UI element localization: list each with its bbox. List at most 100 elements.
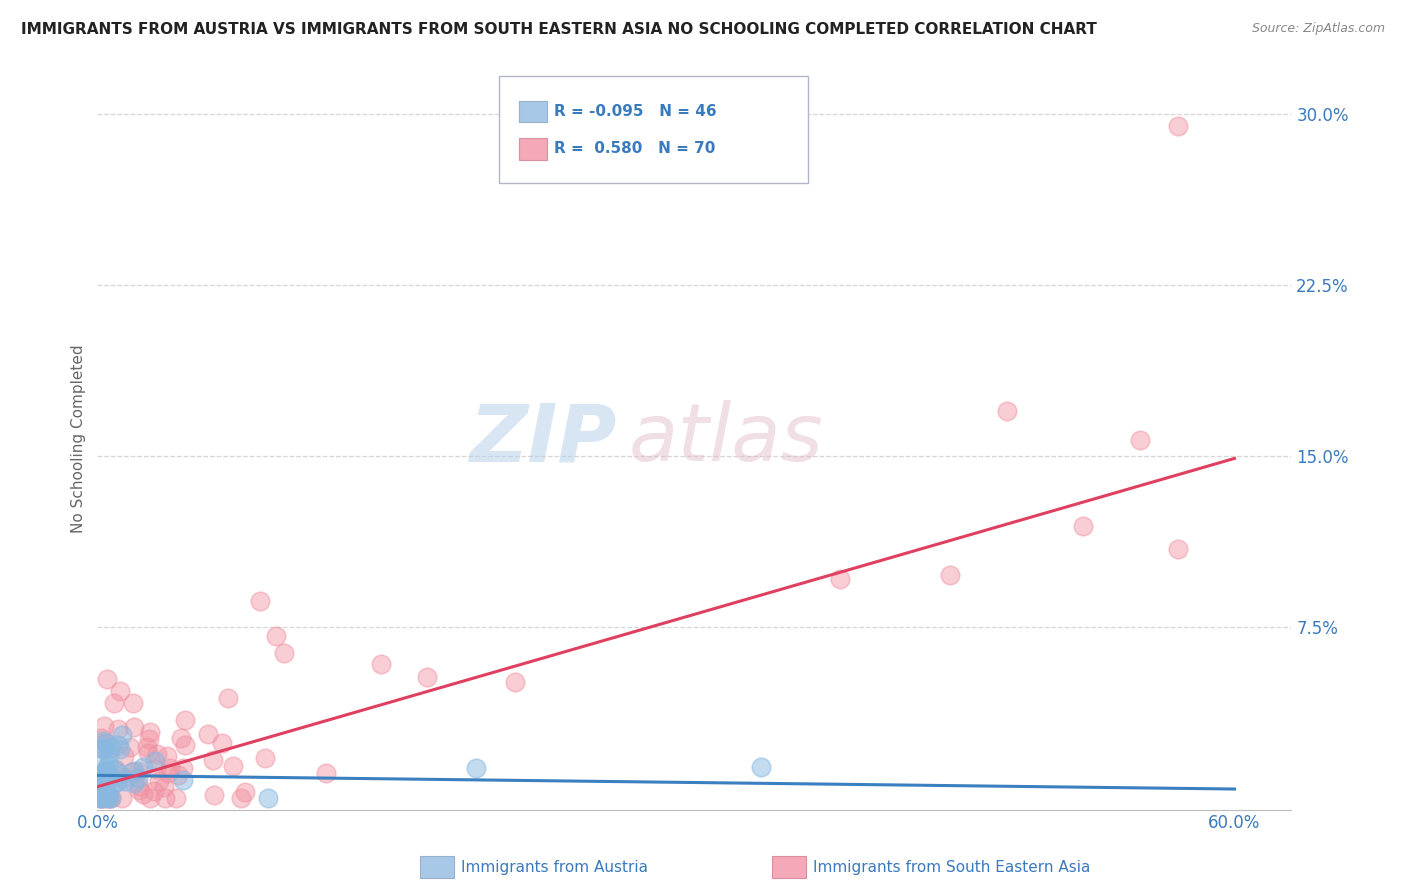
Point xyxy=(118,740,141,755)
Point xyxy=(112,749,135,764)
Point xyxy=(104,763,127,777)
Point xyxy=(127,771,149,785)
Point xyxy=(122,764,145,779)
Point xyxy=(135,739,157,754)
Point xyxy=(90,791,112,805)
Point xyxy=(96,763,118,777)
Point xyxy=(98,741,121,756)
Point xyxy=(91,772,114,787)
Point xyxy=(197,727,219,741)
Point xyxy=(172,761,194,775)
Point xyxy=(91,742,114,756)
Point xyxy=(1071,519,1094,533)
Point xyxy=(89,791,111,805)
Point xyxy=(165,791,187,805)
Point xyxy=(249,594,271,608)
Point xyxy=(217,691,239,706)
Point xyxy=(108,684,131,698)
Point xyxy=(111,728,134,742)
Point xyxy=(172,772,194,787)
Point xyxy=(105,774,128,789)
Point xyxy=(174,739,197,753)
Point xyxy=(138,732,160,747)
Point xyxy=(503,675,526,690)
Point xyxy=(87,782,110,797)
Point xyxy=(995,404,1018,418)
Y-axis label: No Schooling Completed: No Schooling Completed xyxy=(72,344,86,533)
Point xyxy=(253,750,276,764)
Point xyxy=(96,785,118,799)
Point xyxy=(93,764,115,778)
Point xyxy=(167,767,190,781)
Point xyxy=(939,567,962,582)
Point xyxy=(170,731,193,745)
Point xyxy=(97,788,120,802)
Point xyxy=(93,773,115,788)
Point xyxy=(91,791,114,805)
Point xyxy=(96,789,118,804)
Point xyxy=(107,723,129,737)
Point xyxy=(96,673,118,687)
Point xyxy=(142,784,165,798)
Point xyxy=(128,779,150,793)
Point xyxy=(111,771,134,785)
Point xyxy=(370,657,392,672)
Point xyxy=(87,790,110,805)
Point xyxy=(122,775,145,789)
Point xyxy=(315,766,337,780)
Point xyxy=(145,747,167,762)
Point xyxy=(132,760,155,774)
Point xyxy=(97,791,120,805)
Point xyxy=(98,747,121,761)
Point xyxy=(132,787,155,801)
Point xyxy=(90,737,112,751)
Point xyxy=(139,791,162,805)
Point xyxy=(153,791,176,805)
Point xyxy=(90,770,112,784)
Text: Immigrants from South Eastern Asia: Immigrants from South Eastern Asia xyxy=(813,860,1090,874)
Text: Immigrants from Austria: Immigrants from Austria xyxy=(461,860,648,874)
Point xyxy=(111,791,134,805)
Point xyxy=(100,740,122,755)
Text: R = -0.095   N = 46: R = -0.095 N = 46 xyxy=(554,104,717,119)
Point xyxy=(110,742,132,756)
Point xyxy=(100,791,122,805)
Point xyxy=(145,762,167,776)
Point xyxy=(1167,119,1189,133)
Point xyxy=(202,754,225,768)
Text: Source: ZipAtlas.com: Source: ZipAtlas.com xyxy=(1251,22,1385,36)
Point xyxy=(93,755,115,769)
Point xyxy=(143,754,166,768)
Point xyxy=(139,724,162,739)
Point xyxy=(121,765,143,780)
Point xyxy=(257,791,280,805)
Point xyxy=(174,713,197,727)
Point xyxy=(103,775,125,789)
Point xyxy=(94,736,117,750)
Point xyxy=(96,791,118,805)
Point xyxy=(828,572,851,586)
Point xyxy=(90,766,112,780)
Point xyxy=(93,741,115,756)
Point xyxy=(97,770,120,784)
Text: R =  0.580   N = 70: R = 0.580 N = 70 xyxy=(554,142,716,156)
Point xyxy=(749,760,772,774)
Point xyxy=(107,738,129,752)
Point xyxy=(1167,541,1189,556)
Point xyxy=(211,736,233,750)
Point xyxy=(465,761,488,775)
Point xyxy=(98,791,121,805)
Point xyxy=(156,748,179,763)
Point xyxy=(104,762,127,776)
Point xyxy=(231,791,253,805)
Text: atlas: atlas xyxy=(628,400,824,478)
Point xyxy=(127,764,149,778)
Point xyxy=(264,629,287,643)
Text: IMMIGRANTS FROM AUSTRIA VS IMMIGRANTS FROM SOUTH EASTERN ASIA NO SCHOOLING COMPL: IMMIGRANTS FROM AUSTRIA VS IMMIGRANTS FR… xyxy=(21,22,1097,37)
Point xyxy=(97,758,120,772)
Point xyxy=(89,791,111,805)
Point xyxy=(122,720,145,734)
Point xyxy=(103,696,125,710)
Point xyxy=(138,746,160,760)
Text: ZIP: ZIP xyxy=(470,400,617,478)
